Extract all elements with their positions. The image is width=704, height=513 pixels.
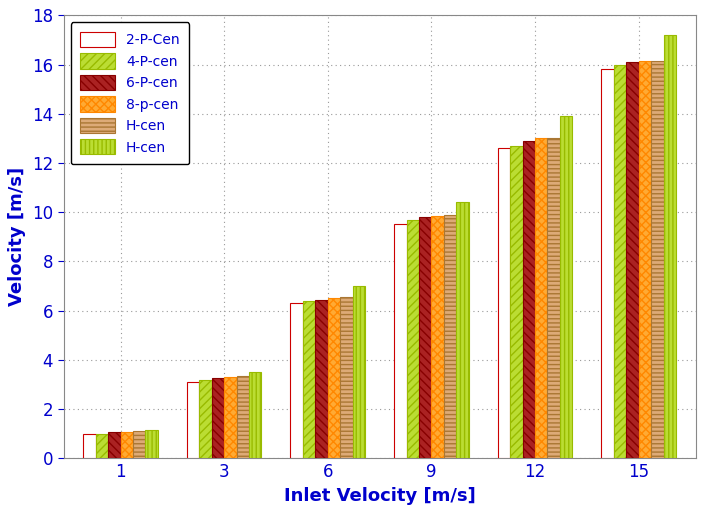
Bar (394, 225, 406, 458)
Bar (120, 432, 133, 458)
Bar (108, 432, 120, 458)
Bar (315, 300, 328, 458)
Bar (224, 377, 237, 458)
Bar (639, 61, 651, 458)
Bar (237, 376, 249, 458)
Bar (614, 65, 627, 458)
Bar (212, 378, 224, 458)
Bar (651, 61, 664, 458)
Bar (548, 139, 560, 458)
Bar (328, 298, 340, 458)
Bar (187, 382, 199, 458)
Bar (560, 116, 572, 458)
Bar (406, 220, 419, 458)
Bar (199, 380, 212, 458)
Bar (419, 217, 432, 458)
Bar (303, 301, 315, 458)
Bar (353, 286, 365, 458)
Bar (535, 139, 548, 458)
Legend: 2-P-Cen, 4-P-cen, 6-P-cen, 8-p-cen, H-cen, H-cen: 2-P-Cen, 4-P-cen, 6-P-cen, 8-p-cen, H-ce… (70, 22, 189, 164)
Bar (133, 431, 146, 458)
Bar (96, 433, 108, 458)
Bar (522, 141, 535, 458)
Bar (456, 202, 469, 458)
Bar (498, 148, 510, 458)
Bar (601, 69, 614, 458)
Bar (83, 433, 96, 458)
Bar (340, 297, 353, 458)
Bar (510, 146, 522, 458)
Bar (249, 372, 261, 458)
Bar (444, 214, 456, 458)
Bar (664, 35, 676, 458)
Bar (627, 62, 639, 458)
Bar (146, 430, 158, 458)
X-axis label: Inlet Velocity [m/s]: Inlet Velocity [m/s] (284, 487, 475, 505)
Y-axis label: Velocity [m/s]: Velocity [m/s] (8, 167, 26, 306)
Bar (291, 303, 303, 458)
Bar (432, 216, 444, 458)
